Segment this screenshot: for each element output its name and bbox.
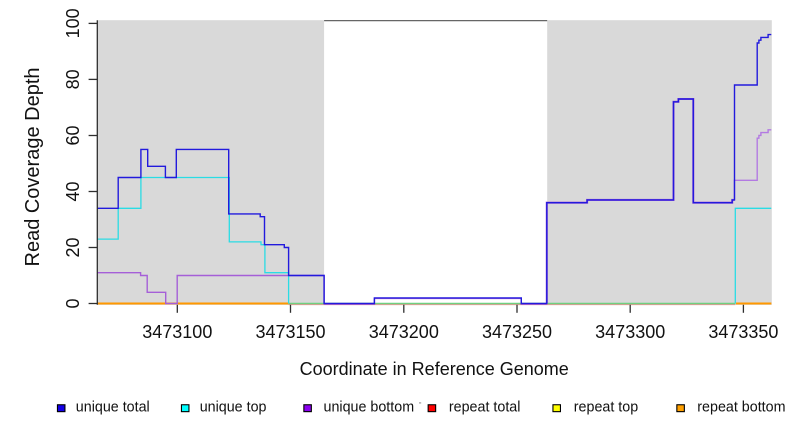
svg-text:repeat total: repeat total [449, 400, 521, 416]
svg-text:Coordinate in Reference Genome: Coordinate in Reference Genome [300, 359, 569, 379]
svg-text:3473150: 3473150 [255, 322, 325, 342]
svg-text:unique top: unique top [200, 400, 267, 416]
svg-text:20: 20 [63, 237, 83, 257]
svg-text:3473200: 3473200 [369, 322, 439, 342]
svg-text:unique total: unique total [76, 400, 150, 416]
svg-text:0: 0 [63, 298, 83, 308]
svg-text:100: 100 [63, 8, 83, 38]
svg-text:repeat top: repeat top [574, 400, 638, 416]
svg-text:Read Coverage Depth: Read Coverage Depth [22, 67, 44, 266]
svg-text:3473300: 3473300 [595, 322, 665, 342]
svg-text:80: 80 [63, 69, 83, 89]
svg-text:3473350: 3473350 [708, 322, 778, 342]
svg-text:unique bottom: unique bottom [324, 400, 415, 416]
svg-text:60: 60 [63, 125, 83, 145]
svg-text:3473250: 3473250 [482, 322, 552, 342]
svg-text:repeat bottom: repeat bottom [697, 400, 785, 416]
svg-text:3473100: 3473100 [142, 322, 212, 342]
svg-text:40: 40 [63, 181, 83, 201]
